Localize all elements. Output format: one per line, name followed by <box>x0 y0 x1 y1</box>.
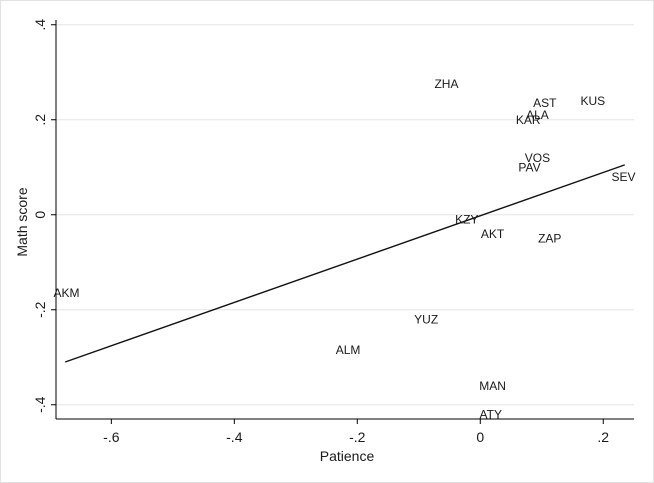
point-label-zha: ZHA <box>434 77 458 91</box>
point-label-zap: ZAP <box>538 232 561 246</box>
point-label-kus: KUS <box>580 94 605 108</box>
point-label-man: MAN <box>479 379 506 393</box>
x-axis-title: Patience <box>320 448 375 464</box>
y-tick-label: .4 <box>32 19 48 31</box>
x-tick-label: .2 <box>597 429 609 445</box>
y-axis-title: Math score <box>14 187 30 256</box>
x-tick-label: 0 <box>476 429 484 445</box>
y-tick-label: .2 <box>32 114 48 126</box>
y-tick-label: -.4 <box>32 396 48 413</box>
point-label-ast: AST <box>533 96 557 110</box>
point-label-pav: PAV <box>518 160 540 174</box>
point-label-aty: ATY <box>480 407 502 421</box>
grid-lines <box>56 24 634 406</box>
point-label-kzy: KZY <box>455 213 478 227</box>
fit-line <box>64 164 626 363</box>
y-tick-label: -.2 <box>32 301 48 318</box>
point-label-vos: VOS <box>525 151 550 165</box>
axes <box>55 20 634 420</box>
point-label-akm: AKM <box>53 286 79 300</box>
y-tick-label: 0 <box>32 211 48 219</box>
point-label-kar: KAR <box>516 113 541 127</box>
point-label-akt: AKT <box>481 227 505 241</box>
ticks: -.4 -.2 0 .2 .4 -.6 -.4 -.2 0 .2 <box>32 19 609 445</box>
point-label-sev: SEV <box>612 170 636 184</box>
x-tick-label: -.2 <box>349 429 366 445</box>
point-label-alm: ALM <box>336 343 361 357</box>
x-tick-label: -.4 <box>226 429 243 445</box>
x-tick-label: -.6 <box>103 429 120 445</box>
point-label-yuz: YUZ <box>414 312 438 326</box>
point-label-ala: ALA <box>526 108 549 122</box>
